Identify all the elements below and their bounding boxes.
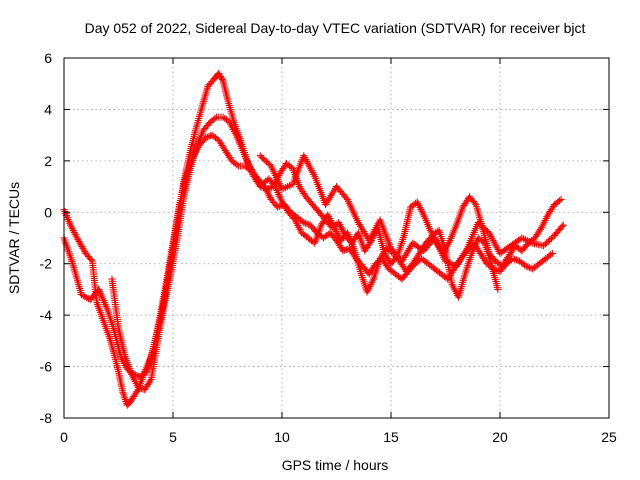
x-tick-label: 25 bbox=[601, 429, 617, 445]
data-point bbox=[522, 262, 530, 270]
data-point bbox=[558, 223, 566, 231]
y-tick-label: 6 bbox=[44, 50, 52, 66]
data-point bbox=[494, 285, 502, 293]
data-point bbox=[511, 255, 519, 263]
data-point bbox=[482, 226, 490, 234]
grid bbox=[64, 58, 609, 418]
series-track-3 bbox=[108, 113, 502, 394]
data-point bbox=[133, 387, 141, 395]
y-tick-label: -4 bbox=[40, 307, 53, 323]
data-point bbox=[262, 158, 270, 166]
data-point bbox=[548, 249, 556, 257]
y-tick-label: -8 bbox=[40, 410, 53, 426]
data-point bbox=[494, 267, 502, 275]
data-point bbox=[207, 132, 215, 140]
data-point bbox=[218, 76, 226, 84]
data-point bbox=[480, 224, 488, 232]
data-point bbox=[258, 153, 266, 161]
data-point bbox=[524, 263, 532, 271]
data-point bbox=[543, 239, 551, 247]
y-tick-label: 2 bbox=[44, 153, 52, 169]
x-tick-label: 0 bbox=[60, 429, 68, 445]
x-axis-label: GPS time / hours bbox=[282, 457, 389, 473]
data-point bbox=[477, 222, 485, 229]
data-point bbox=[527, 264, 535, 272]
data-point bbox=[233, 161, 241, 169]
data-point bbox=[215, 69, 223, 77]
data-point bbox=[135, 372, 143, 380]
y-tick-label: 0 bbox=[44, 204, 52, 220]
axis-ticks: 0 5 10 15 20 25 -8 -6 -4 -2 0 2 4 6 bbox=[40, 50, 617, 445]
data-point bbox=[546, 236, 554, 244]
data-point bbox=[509, 255, 517, 263]
data-point bbox=[217, 74, 225, 82]
data-point bbox=[547, 234, 555, 242]
data-point bbox=[341, 246, 349, 254]
y-axis-label: SDTVAR / TECUs bbox=[6, 182, 22, 294]
data-point bbox=[471, 199, 479, 207]
data-point bbox=[87, 256, 95, 264]
data-point bbox=[474, 219, 482, 227]
data-point bbox=[476, 220, 484, 228]
series-track-4 bbox=[256, 152, 567, 270]
y-tick-label: -2 bbox=[40, 256, 53, 272]
data-point bbox=[300, 219, 308, 227]
data-point bbox=[261, 156, 269, 164]
data-point bbox=[555, 197, 563, 205]
data-point bbox=[303, 220, 311, 228]
data-point bbox=[256, 152, 264, 160]
x-tick-label: 15 bbox=[383, 429, 399, 445]
data-point bbox=[136, 384, 144, 392]
x-tick-label: 10 bbox=[274, 429, 290, 445]
data-point bbox=[547, 251, 555, 259]
data-point bbox=[544, 237, 552, 245]
data-point bbox=[301, 219, 309, 227]
data-point bbox=[203, 133, 211, 141]
x-tick-label: 20 bbox=[492, 429, 508, 445]
data-point bbox=[557, 195, 565, 203]
y-tick-label: -6 bbox=[40, 359, 53, 375]
data-point bbox=[211, 114, 219, 122]
y-tick-label: 4 bbox=[44, 101, 52, 117]
data-point bbox=[146, 377, 154, 385]
data-point bbox=[264, 159, 272, 167]
chart-title: Day 052 of 2022, Sidereal Day-to-day VTE… bbox=[85, 20, 586, 36]
data-point bbox=[501, 261, 509, 269]
data-point bbox=[512, 256, 520, 264]
x-tick-label: 5 bbox=[169, 429, 177, 445]
data-point bbox=[559, 221, 567, 229]
data-points bbox=[60, 69, 567, 409]
data-point bbox=[479, 223, 487, 231]
data-point bbox=[134, 383, 142, 391]
data-point bbox=[275, 203, 283, 210]
data-point bbox=[216, 71, 224, 79]
data-point bbox=[342, 194, 350, 202]
data-point bbox=[274, 203, 282, 211]
data-point bbox=[339, 247, 347, 255]
data-point bbox=[259, 155, 267, 163]
data-point bbox=[541, 240, 549, 248]
plot-frame bbox=[63, 57, 610, 419]
data-point bbox=[540, 242, 548, 250]
